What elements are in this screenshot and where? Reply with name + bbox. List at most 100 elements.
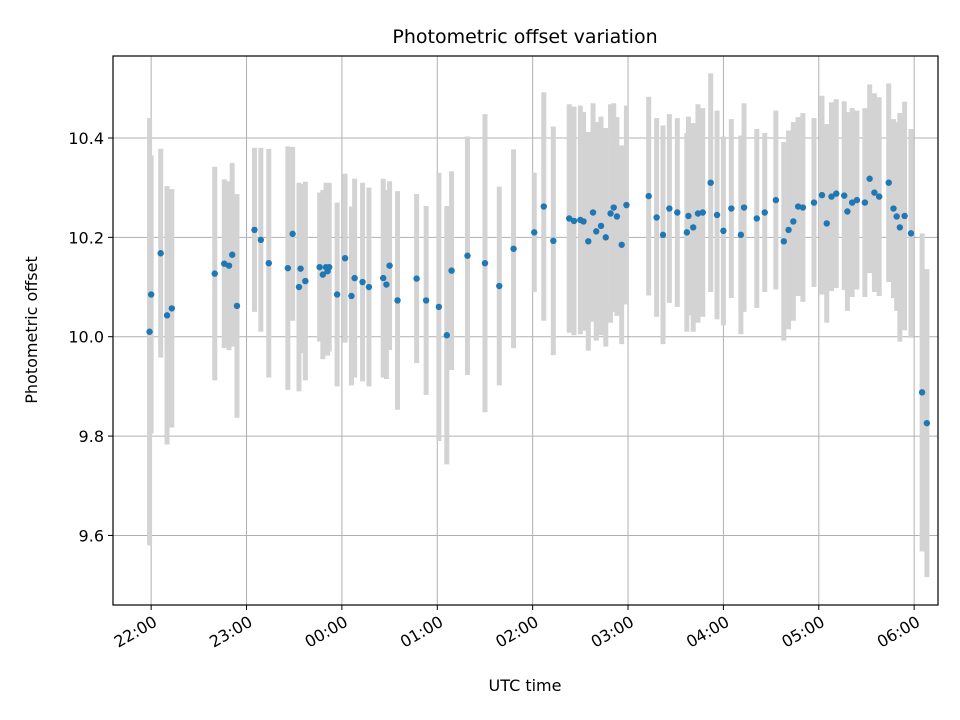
data-point xyxy=(380,274,387,282)
data-point xyxy=(875,193,883,200)
data-point xyxy=(383,281,390,288)
data-point xyxy=(394,297,401,304)
data-point xyxy=(653,214,660,221)
y-tick-label: 10.0 xyxy=(68,328,104,347)
data-point xyxy=(319,271,327,278)
data-point xyxy=(761,209,768,216)
y-axis: 9.6 9.8 10.0 10.2 10.4 xyxy=(68,129,113,545)
data-point xyxy=(348,292,355,300)
data-point xyxy=(464,252,471,259)
x-axis-label: UTC time xyxy=(489,676,562,695)
data-point xyxy=(585,238,592,245)
data-point xyxy=(147,291,155,298)
data-point xyxy=(753,215,760,222)
data-point xyxy=(772,196,780,204)
data-point xyxy=(386,262,393,269)
data-point xyxy=(496,282,503,290)
data-point xyxy=(297,265,304,272)
y-axis-label: Photometric offset xyxy=(22,256,41,404)
data-point xyxy=(618,241,625,248)
data-point xyxy=(918,389,926,396)
data-point xyxy=(289,230,296,238)
data-point xyxy=(163,312,171,319)
data-point xyxy=(229,251,236,258)
data-point xyxy=(861,199,869,206)
data-point xyxy=(799,204,807,211)
data-point xyxy=(666,205,673,212)
data-point xyxy=(510,245,517,252)
data-point xyxy=(531,229,538,236)
data-point xyxy=(823,220,830,227)
y-tick-label: 10.4 xyxy=(68,129,104,148)
data-point xyxy=(720,227,727,235)
data-point xyxy=(683,229,691,236)
data-point xyxy=(295,283,303,291)
data-point xyxy=(790,218,797,225)
data-point xyxy=(435,303,443,311)
data-point xyxy=(923,419,931,427)
data-point xyxy=(853,196,861,204)
data-point xyxy=(359,278,366,286)
data-point xyxy=(613,213,621,220)
data-point xyxy=(707,179,714,186)
data-point xyxy=(211,270,218,277)
data-point xyxy=(818,191,826,199)
data-point xyxy=(833,190,840,197)
data-point xyxy=(866,175,873,182)
data-point xyxy=(157,250,164,257)
data-point xyxy=(713,211,721,219)
data-point xyxy=(699,209,706,216)
data-point xyxy=(785,226,792,234)
data-point xyxy=(225,262,233,269)
data-point xyxy=(623,201,630,209)
data-point xyxy=(566,215,573,222)
y-tick-label: 10.2 xyxy=(68,228,104,247)
data-point xyxy=(146,328,153,335)
data-point xyxy=(351,274,358,282)
data-point xyxy=(685,212,692,220)
data-point xyxy=(341,255,349,262)
data-point xyxy=(443,332,451,339)
data-point xyxy=(257,236,265,244)
data-point xyxy=(233,302,241,310)
data-point xyxy=(659,231,667,239)
chart-title: Photometric offset variation xyxy=(392,26,657,48)
data-point xyxy=(844,208,851,215)
data-point xyxy=(448,267,455,274)
data-point xyxy=(907,230,915,237)
data-point xyxy=(896,224,904,231)
plot-frame xyxy=(112,55,939,606)
data-point xyxy=(841,192,848,199)
data-point xyxy=(413,275,420,282)
data-point xyxy=(885,179,892,186)
data-point xyxy=(794,203,802,210)
data-point xyxy=(168,305,176,312)
data-point xyxy=(365,283,373,291)
data-point xyxy=(580,218,587,225)
data-point xyxy=(570,217,578,225)
y-tick-label: 9.6 xyxy=(79,526,104,545)
data-point xyxy=(690,224,697,231)
data-point xyxy=(740,204,748,211)
y-tick-label: 9.8 xyxy=(79,427,104,446)
data-point xyxy=(325,263,333,271)
data-point xyxy=(602,234,609,241)
data-point xyxy=(737,231,745,239)
data-point xyxy=(694,210,702,217)
data-point xyxy=(265,259,272,267)
data-point xyxy=(828,193,835,200)
data-point xyxy=(593,228,600,235)
data-point xyxy=(481,259,489,267)
data-point xyxy=(848,199,856,206)
data-point xyxy=(728,205,735,212)
data-point xyxy=(645,192,652,200)
data-point xyxy=(780,238,788,245)
data-point xyxy=(871,189,878,196)
data-point xyxy=(316,263,323,271)
data-point xyxy=(540,203,547,210)
data-point xyxy=(422,297,430,304)
data-point xyxy=(893,213,900,220)
data-point xyxy=(810,199,818,206)
